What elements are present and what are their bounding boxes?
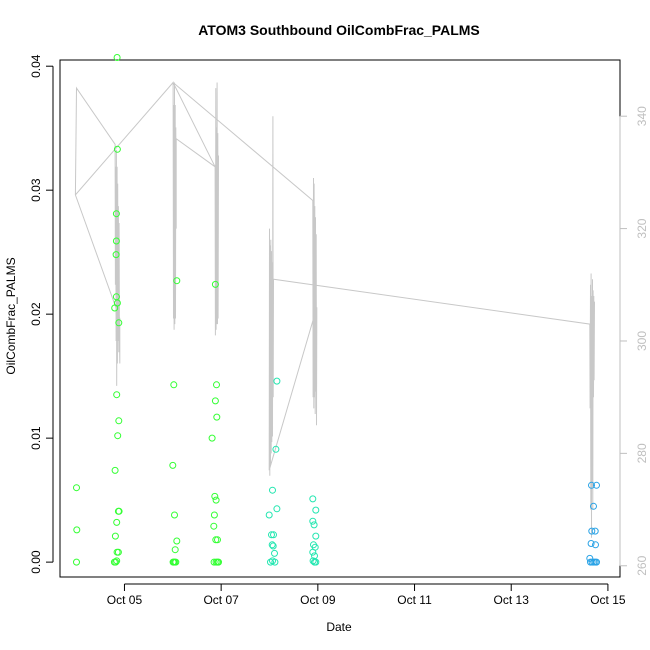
y-tick-label: 0.02	[29, 302, 43, 326]
data-point	[173, 277, 181, 285]
data-point	[312, 532, 320, 540]
chart-title: ATOM3 Southbound OilCombFrac_PALMS	[198, 22, 480, 38]
data-point	[210, 511, 218, 519]
data-point	[271, 549, 278, 557]
x-tick-label: Oct 09	[300, 593, 336, 607]
data-point	[73, 484, 80, 492]
x-tick-label: Oct 11	[397, 593, 432, 607]
data-point	[211, 397, 219, 405]
y-tick-label-right: 260	[635, 555, 649, 575]
y-tick-label-right: 280	[635, 443, 649, 463]
data-point	[273, 377, 281, 385]
data-point	[309, 548, 317, 556]
y-tick-label: 0.03	[29, 178, 43, 202]
y-tick-label-right: 320	[635, 218, 649, 238]
data-point	[211, 492, 219, 500]
data-point	[111, 532, 119, 540]
x-tick-label: Oct 07	[203, 593, 239, 607]
data-point	[169, 461, 177, 469]
data-point	[588, 481, 595, 489]
data-point	[590, 502, 597, 510]
data-point	[173, 537, 181, 545]
data-point	[112, 210, 120, 218]
data-point	[114, 432, 122, 440]
data-point	[115, 507, 123, 515]
data-point	[113, 54, 121, 61]
data-point	[171, 511, 178, 519]
data-point	[115, 417, 123, 425]
data-point	[586, 554, 594, 562]
y-axis-right: 260 280 300 320 340	[619, 106, 649, 576]
data-point	[113, 518, 121, 526]
x-tick-label: Oct 13	[494, 593, 530, 607]
data-point	[114, 548, 122, 556]
data-point	[73, 558, 80, 566]
y-tick-label-right: 300	[635, 331, 649, 351]
data-point	[588, 527, 596, 535]
data-point	[171, 546, 179, 554]
data-point	[587, 540, 595, 547]
data-point	[213, 381, 220, 389]
data-point	[265, 511, 273, 519]
data-point	[271, 558, 279, 566]
data-point	[113, 557, 121, 565]
data-point	[309, 495, 317, 503]
y-tick-label: 0.01	[29, 426, 43, 450]
data-point	[208, 434, 216, 442]
plot-frame	[59, 59, 621, 578]
y-axis: 0.00 0.01 0.02 0.03 0.04	[29, 54, 54, 574]
data-point	[212, 496, 220, 504]
data-point	[310, 521, 318, 529]
data-point	[592, 541, 599, 549]
series-line	[74, 81, 595, 538]
data-point	[113, 299, 121, 307]
data-point	[273, 505, 281, 513]
data-point	[172, 558, 180, 566]
y-tick-label: 0.00	[29, 550, 43, 574]
data-point	[269, 486, 276, 494]
data-point	[115, 319, 123, 327]
data-point	[112, 237, 120, 245]
data-point	[73, 526, 81, 534]
x-axis: Oct 05 Oct 07 Oct 09 Oct 11 Oct 13 Oct 15	[107, 583, 626, 607]
data-point	[270, 531, 277, 539]
data-point	[268, 541, 276, 549]
data-point	[309, 517, 317, 525]
data-point	[272, 445, 280, 453]
data-point	[112, 251, 120, 259]
data-point	[269, 542, 277, 550]
data-point	[210, 522, 218, 530]
data-point	[113, 391, 121, 399]
data-point	[112, 558, 120, 566]
x-axis-label: Date	[326, 620, 352, 634]
data-point	[267, 558, 274, 566]
x-tick-label: Oct 05	[107, 593, 143, 607]
data-point	[210, 558, 218, 566]
data-point	[111, 466, 119, 474]
y-tick-label: 0.04	[29, 54, 43, 78]
line-layer	[74, 81, 595, 538]
data-point	[211, 280, 219, 288]
data-point	[215, 558, 222, 566]
x-tick-label: Oct 15	[590, 593, 626, 607]
data-point	[312, 558, 320, 566]
data-point	[113, 145, 121, 153]
data-point	[593, 558, 600, 566]
data-point	[591, 527, 599, 535]
point-layer	[73, 54, 600, 566]
data-point	[214, 536, 221, 544]
data-point	[213, 413, 221, 421]
data-point	[593, 481, 600, 489]
data-point	[268, 531, 275, 539]
data-point	[170, 381, 178, 389]
y-tick-label-right: 340	[635, 106, 649, 126]
y-axis-label: OilCombFrac_PALMS	[4, 257, 18, 374]
data-point	[312, 506, 320, 514]
